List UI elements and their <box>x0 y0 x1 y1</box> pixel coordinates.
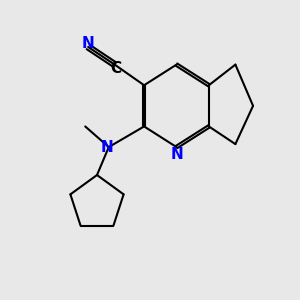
Text: N: N <box>170 147 183 162</box>
Text: C: C <box>111 61 122 76</box>
Text: N: N <box>82 37 94 52</box>
Text: N: N <box>101 140 114 154</box>
